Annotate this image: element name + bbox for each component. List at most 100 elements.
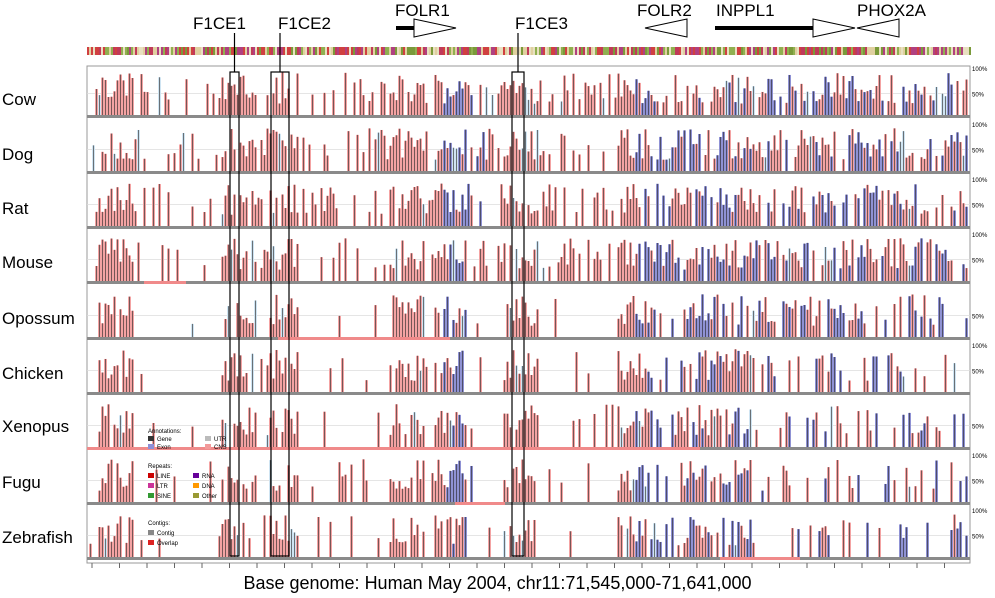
repeat-track-cell xyxy=(123,47,125,55)
contig-baseline xyxy=(87,502,970,505)
repeat-track-cell xyxy=(735,47,737,55)
repeat-track-cell xyxy=(667,47,669,55)
legend-swatch xyxy=(148,540,154,545)
repeat-track-cell xyxy=(139,47,141,55)
repeat-track-cell xyxy=(239,47,241,55)
repeat-track-cell xyxy=(741,47,743,55)
repeat-track-cell xyxy=(285,47,287,55)
repeat-track-cell xyxy=(695,47,697,55)
repeat-track-cell xyxy=(331,47,333,55)
repeat-track-cell xyxy=(529,47,531,55)
repeat-track-cell xyxy=(187,47,189,55)
repeat-track-cell xyxy=(201,47,203,55)
repeat-track-cell xyxy=(611,47,613,55)
scale-label-50: 50% xyxy=(972,425,985,431)
repeat-track-cell xyxy=(157,47,159,55)
repeat-track-cell xyxy=(791,47,793,55)
repeat-track-cell xyxy=(729,47,731,55)
scale-label-100: 100% xyxy=(972,344,988,350)
repeat-track-cell xyxy=(787,47,789,55)
repeat-track-cell xyxy=(861,47,863,55)
legend-swatch xyxy=(148,473,154,478)
repeat-track-cell xyxy=(287,47,289,55)
repeat-track-cell xyxy=(245,47,247,55)
repeat-track-cell xyxy=(669,47,671,55)
overlap-segment xyxy=(87,447,230,450)
repeat-track-cell xyxy=(809,47,811,55)
repeat-track-cell xyxy=(251,47,253,55)
repeat-track-cell xyxy=(337,47,339,55)
repeat-track-cell xyxy=(415,47,417,55)
species-label-zebrafish: Zebrafish xyxy=(2,528,73,547)
repeat-track-cell xyxy=(697,47,699,55)
repeat-track-cell xyxy=(909,47,911,55)
repeat-track-cell xyxy=(657,47,659,55)
element-label-f1ce1: F1CE1 xyxy=(193,14,246,33)
repeat-track-cell xyxy=(881,47,883,55)
contig-baseline xyxy=(87,281,970,284)
repeat-track-cell xyxy=(689,47,691,55)
repeat-track-cell xyxy=(595,47,597,55)
scale-label-50: 50% xyxy=(972,204,985,210)
repeat-track-cell xyxy=(125,47,127,55)
species-label-xenopus: Xenopus xyxy=(2,417,70,436)
repeat-track-cell xyxy=(635,47,637,55)
repeat-track-cell xyxy=(851,47,853,55)
repeat-track-cell xyxy=(455,47,457,55)
repeat-track-cell xyxy=(193,47,195,55)
gene-label-folr1: FOLR1 xyxy=(395,1,450,20)
repeat-track-cell xyxy=(541,47,543,55)
repeat-track-cell xyxy=(489,47,491,55)
repeat-track-cell xyxy=(515,47,517,55)
repeat-track-cell xyxy=(269,47,271,55)
repeat-track-cell xyxy=(567,47,569,55)
legend-label: LINE xyxy=(157,474,170,480)
repeat-track-cell xyxy=(427,47,429,55)
repeat-track-cell xyxy=(339,47,341,55)
repeat-track-cell xyxy=(691,47,693,55)
scale-label-100: 100% xyxy=(972,178,988,184)
repeat-track-cell xyxy=(889,47,891,55)
repeat-track-cell xyxy=(873,47,875,55)
repeat-track-cell xyxy=(543,47,545,55)
repeat-track-cell xyxy=(357,47,359,55)
repeat-track-cell xyxy=(361,47,363,55)
repeat-track-cell xyxy=(905,47,907,55)
repeat-track-cell xyxy=(893,47,895,55)
repeat-track-cell xyxy=(817,47,819,55)
repeat-track-cell xyxy=(401,47,403,55)
repeat-track-cell xyxy=(535,47,537,55)
overlap-segment xyxy=(278,337,450,340)
repeat-track-cell xyxy=(799,47,801,55)
contig-baseline xyxy=(87,557,970,560)
repeat-track-cell xyxy=(247,47,249,55)
repeat-track-cell xyxy=(369,47,371,55)
repeat-track-cell xyxy=(675,47,677,55)
repeat-track-cell xyxy=(383,47,385,55)
repeat-track-cell xyxy=(965,47,967,55)
repeat-track-cell xyxy=(459,47,461,55)
repeat-track-cell xyxy=(299,47,301,55)
repeat-track-cell xyxy=(385,47,387,55)
repeat-track-cell xyxy=(839,47,841,55)
repeat-track-cell xyxy=(597,47,599,55)
repeat-track-cell xyxy=(827,47,829,55)
scale-label-50: 50% xyxy=(972,93,985,99)
repeat-track-cell xyxy=(481,47,483,55)
repeat-track-cell xyxy=(417,47,419,55)
repeat-track-cell xyxy=(921,47,923,55)
repeat-track-cell xyxy=(539,47,541,55)
repeat-track-cell xyxy=(441,47,443,55)
repeat-track-cell xyxy=(711,47,713,55)
repeat-track-cell xyxy=(249,47,251,55)
repeat-track-cell xyxy=(335,47,337,55)
repeat-track-cell xyxy=(621,47,623,55)
contig-baseline xyxy=(87,171,970,174)
repeat-track-cell xyxy=(429,47,431,55)
repeat-track-cell xyxy=(693,47,695,55)
repeat-track-cell xyxy=(315,47,317,55)
repeat-track-cell xyxy=(117,47,119,55)
legend-swatch xyxy=(148,530,154,535)
repeat-track-cell xyxy=(605,47,607,55)
repeat-track-cell xyxy=(833,47,835,55)
